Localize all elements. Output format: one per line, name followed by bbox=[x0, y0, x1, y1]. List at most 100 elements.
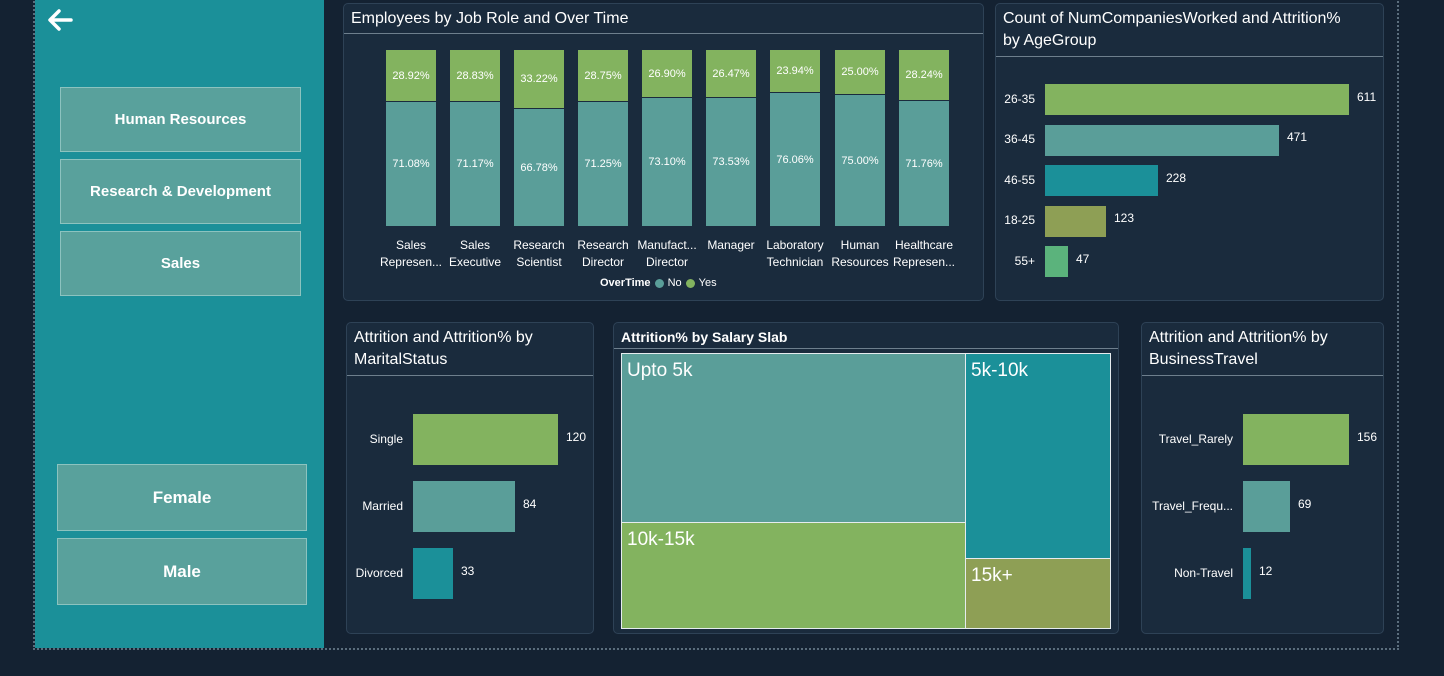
job-role-label-line1: Sales bbox=[395, 238, 427, 252]
overtime-no-segment[interactable]: 66.78% bbox=[514, 109, 564, 226]
business-travel-bar[interactable] bbox=[1243, 548, 1251, 599]
age-group-value: 228 bbox=[1166, 170, 1187, 185]
job-role-label-line2: Represen... bbox=[379, 255, 443, 269]
overtime-yes-segment[interactable]: 23.94% bbox=[770, 50, 820, 92]
title-divider bbox=[996, 56, 1383, 57]
job-role-label-line1: Sales bbox=[459, 238, 491, 252]
marital-status-value: 33 bbox=[461, 563, 475, 578]
overtime-no-segment[interactable]: 76.06% bbox=[770, 93, 820, 226]
title-divider bbox=[1142, 375, 1383, 376]
age-group-label: 18-25 bbox=[1004, 213, 1035, 227]
age-group-bar[interactable] bbox=[1045, 165, 1158, 196]
job-role-column[interactable]: 33.22% 66.78% bbox=[514, 50, 564, 226]
business-travel-value: 156 bbox=[1357, 429, 1378, 444]
job-role-label-line2: Executive bbox=[448, 255, 502, 269]
marital-status-label: Married bbox=[362, 498, 403, 513]
marital-status-bar[interactable] bbox=[413, 481, 515, 532]
job-role-label-line2: Director bbox=[581, 255, 624, 269]
marital-status-bar[interactable] bbox=[413, 548, 453, 599]
department-button-research-development[interactable]: Research & Development bbox=[60, 159, 301, 224]
job-role-label: Research Director bbox=[568, 237, 638, 271]
business-travel-value: 69 bbox=[1298, 496, 1312, 511]
business-travel-label: Non-Travel bbox=[1174, 565, 1233, 580]
chart-title-line1: Attrition and Attrition% by bbox=[1149, 329, 1328, 346]
chart-title: Attrition and Attrition% by MaritalStatu… bbox=[354, 327, 533, 371]
legend-title: OverTime bbox=[600, 277, 651, 289]
overtime-no-segment[interactable]: 71.76% bbox=[899, 101, 949, 226]
department-button-sales[interactable]: Sales bbox=[60, 231, 301, 296]
gender-button-male[interactable]: Male bbox=[57, 538, 307, 605]
salary-slab-label: 10k-15k bbox=[627, 529, 695, 550]
job-role-label: Manager bbox=[696, 237, 766, 254]
overtime-yes-segment[interactable]: 28.92% bbox=[386, 50, 436, 101]
job-role-column[interactable]: 25.00% 75.00% bbox=[835, 50, 885, 226]
overtime-no-segment[interactable]: 71.08% bbox=[386, 102, 436, 226]
title-divider bbox=[347, 375, 593, 376]
gender-button-female[interactable]: Female bbox=[57, 464, 307, 531]
overtime-no-segment[interactable]: 71.25% bbox=[578, 102, 628, 226]
marital-status-bar[interactable] bbox=[413, 414, 558, 465]
job-role-column[interactable]: 26.47% 73.53% bbox=[706, 50, 756, 226]
business-travel-bar[interactable] bbox=[1243, 414, 1349, 465]
legend-no-marker bbox=[654, 278, 664, 288]
job-role-column[interactable]: 28.92% 71.08% bbox=[386, 50, 436, 226]
gender-label: Male bbox=[163, 561, 201, 581]
report-canvas-border bbox=[33, 0, 1399, 650]
salary-slab-label: 15k+ bbox=[971, 565, 1013, 586]
job-role-label: Manufact... Director bbox=[632, 237, 702, 271]
chart-title: Attrition% by Salary Slab bbox=[621, 329, 788, 345]
legend-yes-marker bbox=[685, 278, 695, 288]
age-group-bar[interactable] bbox=[1045, 84, 1349, 115]
salary-slab-tile[interactable]: 5k-10k bbox=[965, 353, 1111, 559]
job-role-column[interactable]: 28.83% 71.17% bbox=[450, 50, 500, 226]
age-group-bar[interactable] bbox=[1045, 124, 1279, 156]
chart-title-line1: Count of NumCompaniesWorked and Attritio… bbox=[1003, 10, 1341, 27]
salary-slab-tile[interactable]: Upto 5k bbox=[621, 353, 966, 523]
department-button-human-resources[interactable]: Human Resources bbox=[60, 87, 301, 152]
overtime-yes-segment[interactable]: 28.24% bbox=[899, 50, 949, 100]
chart-title-line2: MaritalStatus bbox=[354, 351, 448, 368]
business-travel-chart: Attrition and Attrition% by BusinessTrav… bbox=[1141, 322, 1384, 634]
overtime-yes-segment[interactable]: 28.83% bbox=[450, 50, 500, 101]
age-group-bar[interactable] bbox=[1045, 205, 1106, 237]
overtime-no-segment[interactable]: 75.00% bbox=[835, 95, 885, 226]
chart-title: Attrition and Attrition% by BusinessTrav… bbox=[1149, 327, 1328, 371]
overtime-no-segment[interactable]: 73.53% bbox=[706, 98, 756, 226]
gender-label: Female bbox=[152, 487, 212, 507]
department-label: Research & Development bbox=[90, 183, 271, 200]
job-role-column[interactable]: 28.24% 71.76% bbox=[899, 50, 949, 226]
job-role-label: Healthcare Represen... bbox=[889, 237, 959, 271]
overtime-yes-segment[interactable]: 26.90% bbox=[642, 50, 692, 97]
salary-slab-tile[interactable]: 10k-15k bbox=[621, 522, 966, 629]
job-role-label-line2: Scientist bbox=[516, 255, 562, 269]
job-role-label: Sales Represen... bbox=[376, 237, 446, 271]
business-travel-bar[interactable] bbox=[1243, 481, 1290, 532]
overtime-no-segment[interactable]: 73.10% bbox=[642, 98, 692, 226]
chart-title-line2: BusinessTravel bbox=[1149, 351, 1258, 368]
job-role-column[interactable]: 26.90% 73.10% bbox=[642, 50, 692, 226]
business-travel-label: Travel_Frequ... bbox=[1152, 498, 1233, 513]
back-button[interactable] bbox=[44, 4, 76, 36]
job-role-label-line2: Technician bbox=[766, 255, 824, 269]
overtime-yes-segment[interactable]: 26.47% bbox=[706, 50, 756, 97]
age-group-value: 611 bbox=[1357, 89, 1377, 104]
overtime-yes-segment[interactable]: 25.00% bbox=[835, 50, 885, 94]
job-role-label: Laboratory Technician bbox=[760, 237, 830, 271]
job-role-column[interactable]: 28.75% 71.25% bbox=[578, 50, 628, 226]
overtime-legend: OverTime No Yes bbox=[600, 277, 717, 289]
job-role-label: Research Scientist bbox=[504, 237, 574, 271]
overtime-no-segment[interactable]: 71.17% bbox=[450, 102, 500, 226]
job-role-label-line1: Manufact... bbox=[637, 238, 697, 252]
overtime-yes-segment[interactable]: 28.75% bbox=[578, 50, 628, 101]
marital-status-label: Divorced bbox=[355, 565, 403, 580]
job-role-column[interactable]: 23.94% 76.06% bbox=[770, 50, 820, 226]
salary-slab-label: Upto 5k bbox=[627, 360, 693, 381]
age-group-bar[interactable] bbox=[1045, 246, 1068, 277]
overtime-yes-segment[interactable]: 33.22% bbox=[514, 50, 564, 108]
legend-yes-label: Yes bbox=[698, 277, 717, 289]
age-group-value: 47 bbox=[1076, 251, 1090, 266]
marital-status-label: Single bbox=[369, 431, 403, 446]
salary-slab-tile[interactable]: 15k+ bbox=[965, 558, 1111, 629]
age-group-value: 123 bbox=[1114, 211, 1135, 225]
salary-slab-treemap: Attrition% by Salary Slab Upto 5k 5k-10k 1… bbox=[613, 322, 1119, 634]
